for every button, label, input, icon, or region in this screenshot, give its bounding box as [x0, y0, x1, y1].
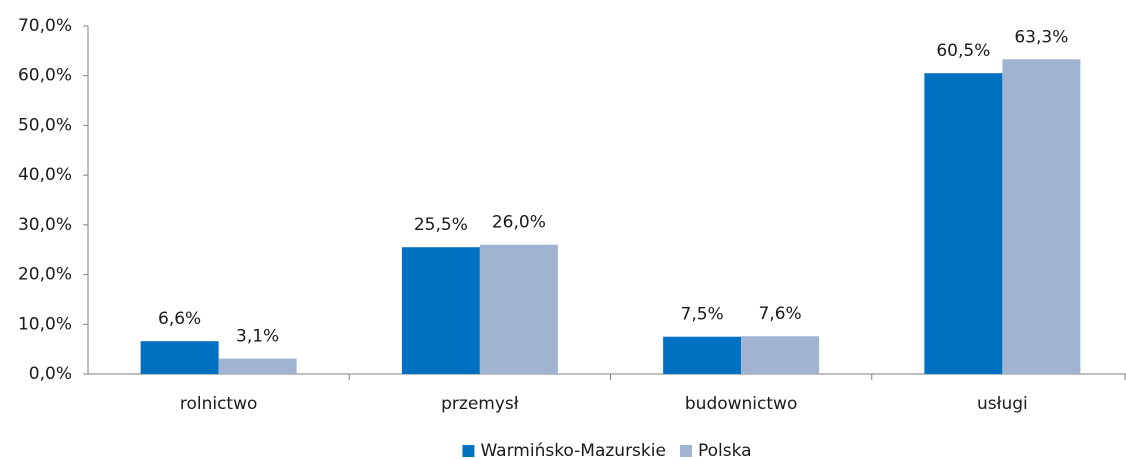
value-label: 26,0% — [492, 213, 546, 233]
value-label: 60,5% — [936, 41, 990, 61]
bar — [663, 336, 742, 374]
bar — [218, 358, 297, 374]
y-tick-label: 10,0% — [18, 314, 72, 334]
value-label: 7,6% — [759, 304, 802, 324]
y-tick-label: 70,0% — [18, 16, 72, 36]
legend-swatch — [462, 445, 475, 457]
bar — [741, 336, 820, 374]
x-tick-label: rolnictwo — [180, 394, 258, 414]
legend-label: Polska — [698, 441, 752, 459]
bar — [140, 341, 219, 374]
bar — [1002, 59, 1081, 375]
value-label: 25,5% — [414, 215, 468, 235]
y-tick-label: 30,0% — [18, 215, 72, 235]
bar — [401, 247, 480, 374]
y-tick-label: 0,0% — [29, 364, 72, 384]
y-tick-label: 40,0% — [18, 165, 72, 185]
y-tick-label: 60,0% — [18, 66, 72, 86]
value-label: 7,5% — [681, 305, 724, 325]
legend-label: Warmińsko-Mazurskie — [480, 441, 666, 459]
x-tick-label: przemysł — [441, 394, 519, 414]
bar — [924, 73, 1003, 374]
value-label: 6,6% — [158, 309, 201, 329]
bar — [479, 244, 558, 374]
y-tick-label: 20,0% — [18, 265, 72, 285]
legend-swatch — [679, 445, 692, 457]
x-tick-label: budownictwo — [685, 394, 797, 414]
value-label: 3,1% — [236, 327, 279, 347]
value-label: 63,3% — [1014, 27, 1068, 47]
x-tick-label: usługi — [977, 394, 1028, 414]
y-tick-label: 50,0% — [18, 115, 72, 135]
